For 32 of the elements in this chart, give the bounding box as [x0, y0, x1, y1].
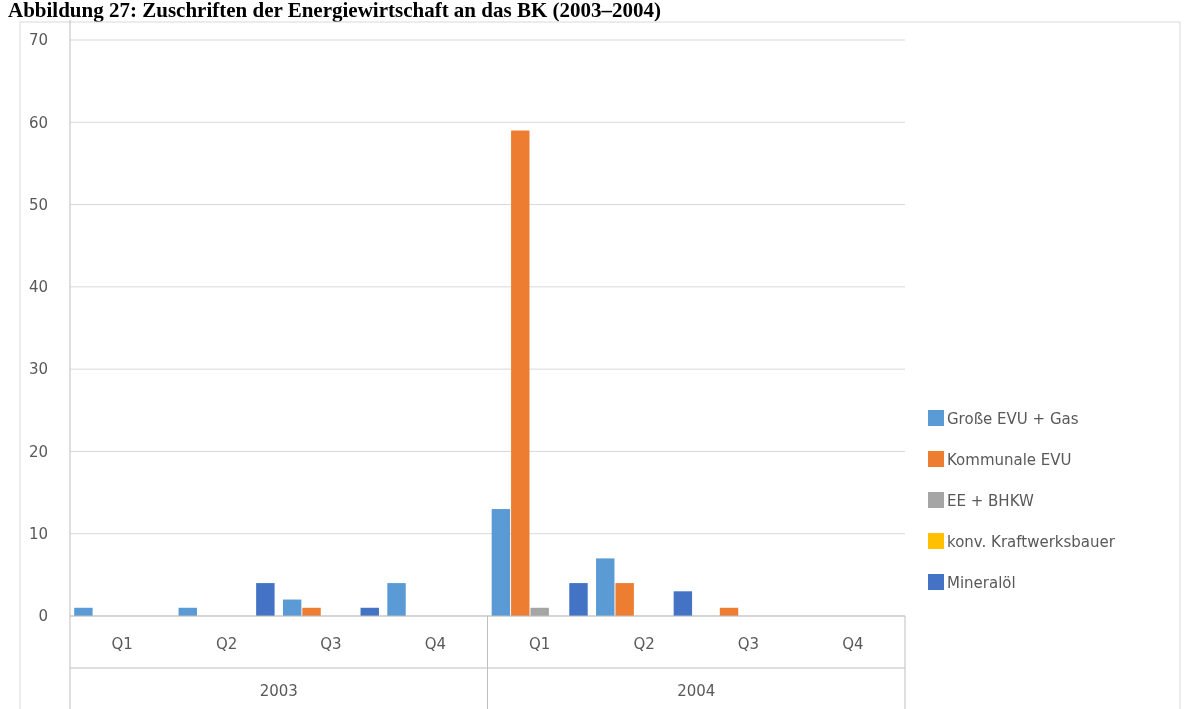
x-tick-label: Q2 [633, 634, 655, 653]
legend-label: Mineralöl [947, 574, 1016, 592]
legend-label: konv. Kraftwerksbauer [947, 533, 1116, 551]
legend-label: Große EVU + Gas [947, 410, 1079, 428]
y-tick-label: 0 [38, 607, 48, 626]
x-tick-label: Q2 [215, 634, 238, 653]
y-tick-label: 20 [28, 442, 48, 461]
bar [569, 583, 588, 616]
x-tick-label: Q1 [111, 634, 133, 653]
y-tick-label: 30 [28, 360, 48, 379]
bar [615, 583, 634, 616]
x-tick-label: Q3 [320, 634, 342, 653]
x-tick-label: Q1 [529, 634, 551, 653]
x-tick-label: Q4 [842, 634, 864, 653]
y-tick-label: 10 [28, 525, 48, 544]
text: 2003 [259, 682, 298, 700]
legend-label: EE + BHKW [947, 492, 1034, 510]
bar [256, 583, 275, 616]
bar [511, 130, 530, 616]
y-tick-label: 50 [28, 195, 48, 214]
bar [673, 591, 693, 616]
chart-title: Abbildung 27: Zuschriften der Energiewirtschaft an das BK (2003–2004) [8, 0, 661, 22]
y-tick-label: 40 [28, 278, 48, 297]
bar [596, 558, 615, 616]
bar [387, 583, 406, 616]
legend-label: Kommunale EVU [947, 451, 1072, 469]
bar [491, 509, 511, 616]
y-tick-label: 70 [28, 31, 48, 50]
text: 2004 [677, 682, 716, 700]
x-tick-label: Q3 [737, 634, 760, 653]
y-tick-label: 60 [28, 113, 48, 132]
x-tick-label: Q4 [424, 634, 446, 653]
